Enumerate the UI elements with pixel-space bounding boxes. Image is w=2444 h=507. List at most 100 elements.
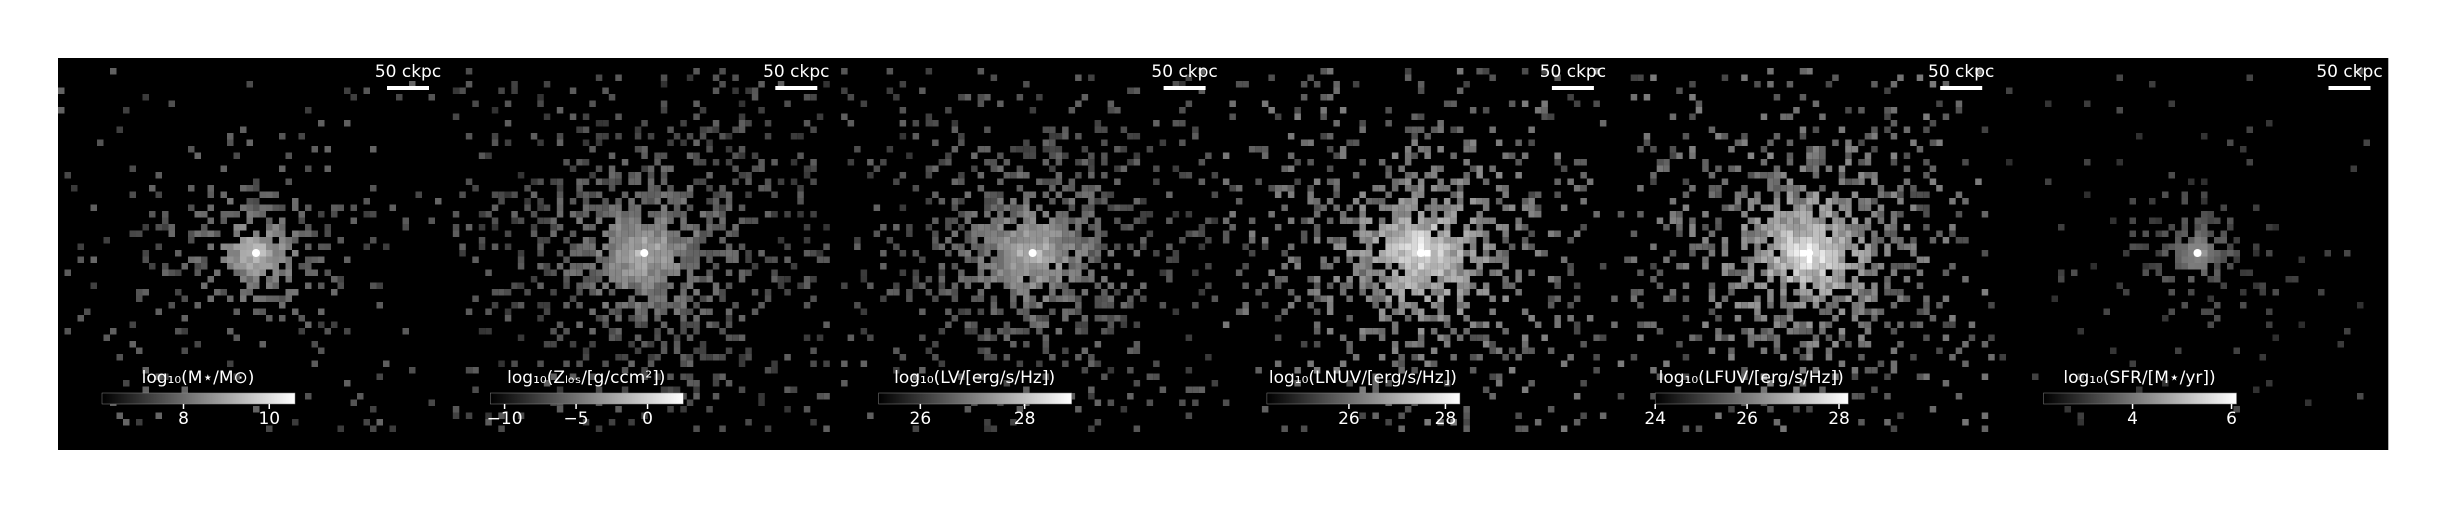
map-pixel [1884, 282, 1891, 289]
map-pixel [279, 250, 286, 257]
map-pixel [1029, 146, 1037, 153]
map-pixel [550, 217, 557, 224]
map-pixel [227, 295, 234, 302]
map-pixel [654, 315, 661, 322]
map-pixel [1825, 204, 1833, 211]
map-pixel [1832, 211, 1839, 218]
map-pixel [1463, 269, 1470, 276]
map-pixel [1120, 165, 1128, 172]
map-pixel [298, 315, 305, 322]
map-pixel [1023, 269, 1030, 276]
map-pixel [680, 289, 687, 296]
map-pixel [1114, 289, 1121, 296]
map-pixel [1521, 341, 1529, 348]
map-pixel [1398, 289, 1405, 296]
map-pixel [233, 211, 240, 218]
map-pixel [71, 185, 78, 192]
colorbar-label: log₁₀(LFUV/[erg/s/Hz]) [1659, 368, 1844, 388]
map-pixel [699, 133, 707, 140]
map-pixel [1858, 256, 1865, 263]
map-pixel [1929, 406, 1937, 413]
map-pixel [1016, 237, 1024, 244]
map-pixel [1016, 269, 1024, 276]
map-pixel [1222, 321, 1230, 328]
map-pixel [1508, 152, 1516, 159]
map-pixel [1929, 81, 1937, 88]
map-pixel [1404, 302, 1412, 309]
map-pixel [1029, 256, 1037, 263]
map-pixel [1799, 256, 1807, 263]
map-pixel [485, 328, 492, 335]
map-pixel [686, 269, 694, 276]
map-pixel [751, 217, 759, 224]
map-pixel [667, 328, 674, 335]
map-pixel [1715, 185, 1722, 192]
map-pixel [1734, 269, 1742, 276]
map-pixel [1378, 308, 1386, 315]
map-pixel [370, 237, 377, 244]
map-pixel [58, 107, 65, 114]
map-pixel [951, 120, 959, 127]
map-pixel [1819, 230, 1826, 237]
map-pixel [1287, 256, 1295, 263]
map-pixel [582, 198, 590, 205]
map-pixel [1476, 263, 1483, 270]
map-pixel [1062, 250, 1069, 257]
map-pixel [1890, 269, 1898, 276]
map-pixel [1884, 250, 1891, 257]
map-pixel [1593, 211, 1600, 218]
map-pixel [2240, 302, 2247, 309]
map-pixel [1780, 256, 1787, 263]
map-pixel [259, 341, 266, 348]
map-pixel [1088, 250, 1095, 257]
map-pixel [680, 224, 687, 231]
map-pixel [1075, 302, 1082, 309]
map-pixel [207, 217, 214, 224]
map-pixel [893, 282, 900, 289]
map-pixel [1767, 204, 1774, 211]
map-pixel [1346, 276, 1353, 283]
map-pixel [1806, 165, 1813, 172]
map-pixel [1780, 250, 1787, 257]
map-pixel [647, 237, 655, 244]
map-pixel [938, 263, 946, 270]
map-pixel [2201, 269, 2208, 276]
map-pixel [1923, 373, 1930, 380]
map-pixel [1858, 354, 1865, 361]
map-pixel [2201, 243, 2208, 250]
map-pixel [1832, 295, 1839, 302]
map-pixel [337, 276, 344, 283]
map-pixel [654, 159, 661, 166]
map-pixel [719, 217, 726, 224]
map-pixel [621, 230, 629, 237]
map-pixel [1482, 204, 1490, 211]
map-pixel [1812, 152, 1820, 159]
map-pixel [168, 230, 175, 237]
colorbar-label: log₁₀(Zₗₒₛ/[g/ccm²]) [507, 368, 665, 388]
map-pixel [142, 256, 149, 263]
map-pixel [1185, 100, 1193, 107]
map-pixel [266, 230, 273, 237]
map-pixel [292, 198, 299, 205]
map-pixel [1120, 315, 1128, 322]
map-pixel [1567, 315, 1574, 322]
map-pixel [1437, 230, 1444, 237]
map-pixel [1313, 308, 1321, 315]
map-pixel [272, 250, 279, 257]
scale-bar [1940, 86, 1983, 90]
map-pixel [997, 328, 1004, 335]
map-pixel [1767, 185, 1774, 192]
map-pixel [2116, 159, 2123, 166]
map-pixel [693, 100, 700, 107]
map-pixel [1949, 321, 1956, 328]
map-pixel [951, 230, 959, 237]
scale-bar [387, 86, 429, 90]
map-pixel [725, 256, 733, 263]
map-pixel [2201, 263, 2208, 270]
map-pixel [1417, 341, 1425, 348]
map-pixel [686, 334, 694, 341]
map-pixel [1023, 139, 1030, 146]
map-pixel [1088, 276, 1095, 283]
map-pixel [1845, 107, 1852, 114]
map-pixel [1411, 126, 1418, 133]
